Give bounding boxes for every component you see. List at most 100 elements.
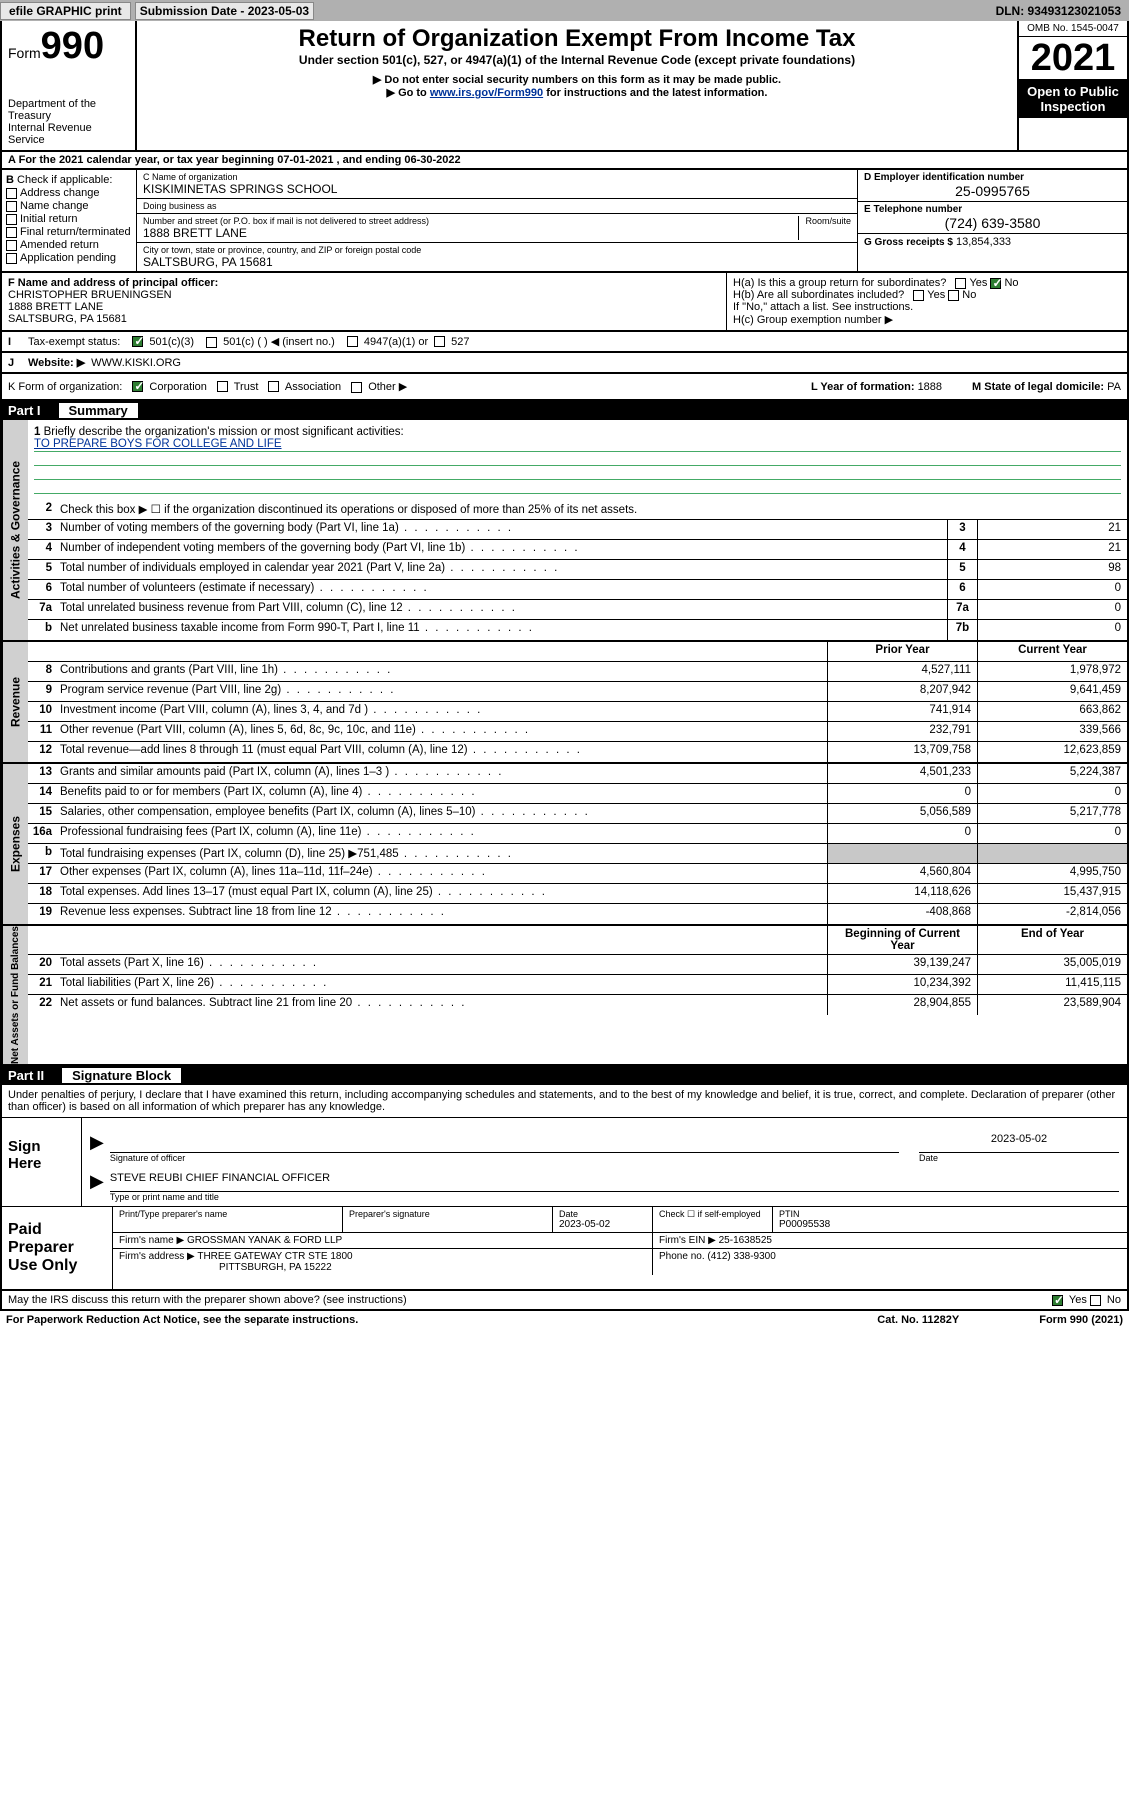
footer-discuss: May the IRS discuss this return with the… [0, 1291, 1129, 1311]
beg-year-header: Beginning of Current Year [827, 926, 977, 954]
org-name-label: C Name of organization [143, 172, 851, 182]
prep-name-label: Print/Type preparer's name [119, 1209, 336, 1219]
govern-row: b Net unrelated business taxable income … [28, 620, 1127, 640]
officer-street: 1888 BRETT LANE [8, 301, 720, 313]
dba-label: Doing business as [143, 201, 851, 211]
discuss-yes[interactable] [1052, 1295, 1063, 1306]
governance-section: Activities & Governance 1 Briefly descri… [0, 420, 1129, 642]
i-501c: 501(c) ( ) ◀ (insert no.) [223, 336, 335, 348]
chk-4947[interactable] [347, 336, 358, 347]
ein-label: D Employer identification number [864, 172, 1121, 183]
m-value: PA [1107, 381, 1121, 393]
hb-no[interactable] [948, 290, 959, 301]
officer-name: CHRISTOPHER BRUENINGSEN [8, 289, 720, 301]
check-application-pending[interactable]: Application pending [6, 252, 132, 264]
chk-other[interactable] [351, 382, 362, 393]
netassets-section: Net Assets or Fund Balances Beginning of… [0, 926, 1129, 1066]
chk-corp[interactable] [132, 381, 143, 392]
row-text: Number of independent voting members of … [56, 540, 947, 559]
govern-row: 5 Total number of individuals employed i… [28, 560, 1127, 580]
row-text: Net unrelated business taxable income fr… [56, 620, 947, 640]
hb-yes[interactable] [913, 290, 924, 301]
prior-value: 4,560,804 [827, 864, 977, 883]
firm-phone: (412) 338-9300 [707, 1251, 775, 1262]
current-value: 9,641,459 [977, 682, 1127, 701]
chk-trust[interactable] [217, 381, 228, 392]
cat-no: Cat. No. 11282Y [877, 1314, 959, 1326]
chk-527[interactable] [434, 336, 445, 347]
k-corp: Corporation [149, 381, 206, 393]
prior-value: 5,056,589 [827, 804, 977, 823]
section-bcd: B Check if applicable: Address change Na… [0, 170, 1129, 273]
part2-label: Part II [8, 1068, 58, 1083]
table-row: b Total fundraising expenses (Part IX, c… [28, 844, 1127, 864]
officer-type-label: Type or print name and title [110, 1192, 219, 1202]
q2-row: 2 Check this box ▶ ☐ if the organization… [28, 500, 1127, 520]
discuss-no[interactable] [1090, 1295, 1101, 1306]
prior-value: 0 [827, 784, 977, 803]
row-num: 8 [28, 662, 56, 681]
row-value: 0 [977, 620, 1127, 640]
prior-value: 39,139,247 [827, 955, 977, 974]
signature-block: Under penalties of perjury, I declare th… [0, 1085, 1129, 1291]
m-label: M State of legal domicile: [972, 381, 1104, 393]
end-year-header: End of Year [977, 926, 1127, 954]
row-num: 9 [28, 682, 56, 701]
row-num: 18 [28, 884, 56, 903]
firm-ein: 25-1638525 [719, 1235, 772, 1246]
sig-area: ▶ Signature of officer 2023-05-02 Date ▶… [82, 1118, 1127, 1206]
chk-501c[interactable] [206, 337, 217, 348]
header-right: OMB No. 1545-0047 2021 Open to Public In… [1017, 21, 1127, 150]
row-num: 14 [28, 784, 56, 803]
phone-cell: E Telephone number (724) 639-3580 [858, 202, 1127, 234]
sig-officer-line: ▶ Signature of officer 2023-05-02 Date [90, 1132, 1119, 1153]
efile-print-button[interactable]: efile GRAPHIC print [0, 2, 131, 20]
current-value: 15,437,915 [977, 884, 1127, 903]
firm-name-label: Firm's name ▶ [119, 1235, 184, 1246]
vtab-netassets: Net Assets or Fund Balances [2, 926, 28, 1064]
check-final-return[interactable]: Final return/terminated [6, 226, 132, 238]
table-row: 15 Salaries, other compensation, employe… [28, 804, 1127, 824]
k-trust: Trust [234, 381, 259, 393]
check-amended[interactable]: Amended return [6, 239, 132, 251]
check-address-change[interactable]: Address change [6, 187, 132, 199]
h-note: If "No," attach a list. See instructions… [733, 301, 1121, 313]
row-num: 6 [28, 580, 56, 599]
ha-no[interactable] [990, 278, 1001, 289]
row-num: 4 [28, 540, 56, 559]
row-text: Salaries, other compensation, employee b… [56, 804, 827, 823]
irs-link[interactable]: www.irs.gov/Form990 [430, 87, 543, 99]
row-text: Net assets or fund balances. Subtract li… [56, 995, 827, 1015]
check-initial-return[interactable]: Initial return [6, 213, 132, 225]
row-text: Total number of individuals employed in … [56, 560, 947, 579]
note2-post: for instructions and the latest informat… [543, 87, 767, 99]
chk-app-label: Application pending [20, 252, 116, 264]
part1-header: Part I Summary [0, 401, 1129, 420]
prep-check-label: Check ☐ if self-employed [659, 1209, 766, 1220]
row-j-website: J Website: ▶ WWW.KISKI.ORG [0, 353, 1129, 374]
org-name-cell: C Name of organization KISKIMINETAS SPRI… [137, 170, 857, 199]
check-name-change[interactable]: Name change [6, 200, 132, 212]
sig-officer-label: Signature of officer [110, 1153, 185, 1163]
prior-value: 28,904,855 [827, 995, 977, 1015]
prior-value: 10,234,392 [827, 975, 977, 994]
row-value: 0 [977, 600, 1127, 619]
city-value: SALTSBURG, PA 15681 [143, 255, 851, 269]
row-num: 5 [28, 560, 56, 579]
chk-501c3[interactable] [132, 336, 143, 347]
revenue-section: Revenue Prior Year Current Year 8 Contri… [0, 642, 1129, 764]
prior-year-header: Prior Year [827, 642, 977, 661]
prior-value: 0 [827, 824, 977, 843]
form-footer-label: Form 990 (2021) [1039, 1314, 1123, 1326]
firm-ein-label: Firm's EIN ▶ [659, 1235, 716, 1246]
i-527: 527 [451, 336, 469, 348]
chk-assoc[interactable] [268, 381, 279, 392]
ha-yes[interactable] [955, 278, 966, 289]
current-value: 5,217,778 [977, 804, 1127, 823]
row-value: 0 [977, 580, 1127, 599]
table-row: 11 Other revenue (Part VIII, column (A),… [28, 722, 1127, 742]
chk-amend-label: Amended return [20, 239, 99, 251]
col-h: H(a) Is this a group return for subordin… [727, 273, 1127, 330]
q2-text: Check this box ▶ ☐ if the organization d… [56, 500, 1127, 519]
row-num: 3 [28, 520, 56, 539]
